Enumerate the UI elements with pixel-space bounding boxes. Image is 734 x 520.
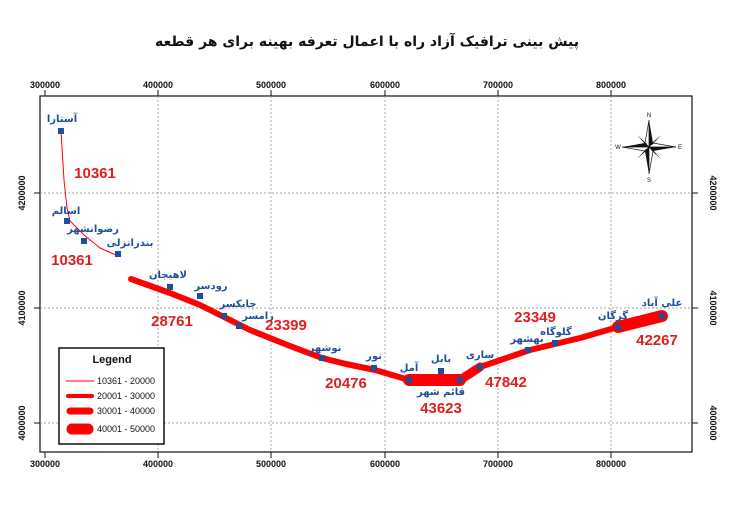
- city-marker: [58, 128, 64, 134]
- city-label: آستارا: [47, 112, 78, 125]
- x-tick-top: 600000: [370, 80, 400, 90]
- traffic-value: 28761: [151, 313, 193, 330]
- city-marker: [477, 364, 483, 370]
- city-marker: [64, 218, 70, 224]
- traffic-value: 23349: [514, 309, 556, 326]
- city-label: نور: [365, 351, 382, 362]
- x-tick-top: 800000: [596, 80, 626, 90]
- y-tick-right: 4000000: [708, 405, 718, 440]
- city-label: ساری: [466, 350, 495, 361]
- legend-item: 20001 - 30000: [97, 391, 155, 401]
- route-segment-thick: [612, 310, 668, 333]
- x-tick-top: 700000: [483, 80, 513, 90]
- compass-rose-icon: N S E W: [615, 113, 682, 184]
- city-markers: [58, 128, 665, 383]
- y-tick-left: 4000000: [17, 405, 27, 440]
- city-label: بهشهر: [509, 334, 543, 345]
- city-label: لاهیجان: [149, 270, 187, 281]
- x-tick-bottom: 800000: [596, 459, 626, 469]
- city-marker: [221, 313, 227, 319]
- city-label: رودسر: [193, 281, 227, 292]
- city-label: بندرانزلی: [107, 238, 154, 249]
- city-marker: [406, 377, 412, 383]
- route-segment-thick: [455, 362, 485, 385]
- x-tick-bottom: 500000: [256, 459, 286, 469]
- city-marker: [167, 284, 173, 290]
- svg-text:E: E: [678, 145, 682, 151]
- svg-text:S: S: [647, 178, 651, 184]
- x-tick-top: 400000: [143, 80, 173, 90]
- x-tick-top: 500000: [256, 80, 286, 90]
- city-label: رضوانشهر: [66, 224, 119, 235]
- route-segment-medium: [128, 276, 233, 323]
- y-tick-left: 4100000: [17, 290, 27, 325]
- city-label: بابل: [431, 354, 451, 365]
- traffic-value: 42267: [636, 332, 678, 349]
- route: [60, 130, 668, 386]
- map-frame: [39, 95, 693, 453]
- traffic-value: 47842: [485, 374, 527, 391]
- route-segment-thin: [60, 130, 71, 222]
- city-marker: [525, 347, 531, 353]
- y-tick-left: 4200000: [17, 175, 27, 210]
- traffic-value: 43623: [420, 400, 462, 417]
- traffic-value: 23399: [265, 317, 307, 334]
- x-tick-top: 300000: [30, 80, 60, 90]
- city-marker: [615, 324, 621, 330]
- city-marker: [552, 340, 558, 346]
- city-marker: [236, 323, 242, 329]
- x-tick-bottom: 700000: [483, 459, 513, 469]
- x-tick-bottom: 600000: [370, 459, 400, 469]
- legend-item: 40001 - 50000: [97, 424, 155, 434]
- traffic-value: 20476: [325, 375, 367, 392]
- city-marker: [81, 238, 87, 244]
- svg-text:W: W: [615, 145, 621, 151]
- city-label: قائم شهر: [416, 387, 465, 398]
- city-marker: [115, 251, 121, 257]
- y-tick-right: 4200000: [708, 175, 718, 210]
- legend: Legend 10361 - 20000 20001 - 30000 30001…: [58, 347, 165, 445]
- route-segment-thin: [69, 220, 119, 257]
- city-marker: [319, 355, 325, 361]
- svg-text:N: N: [647, 113, 651, 119]
- city-marker: [659, 313, 665, 319]
- route-segment-medium: [319, 355, 412, 383]
- x-tick-bottom: 300000: [30, 459, 60, 469]
- y-tick-right: 4100000: [708, 290, 718, 325]
- city-label: علی آباد: [642, 296, 683, 309]
- city-label: گرگان: [598, 309, 628, 322]
- traffic-value: 10361: [51, 252, 93, 269]
- city-label: آمل: [400, 361, 419, 374]
- traffic-value: 10361: [74, 165, 116, 182]
- tick-marks: [34, 90, 698, 458]
- legend-title: Legend: [92, 354, 131, 366]
- city-label: اسالم: [52, 206, 81, 217]
- city-marker: [197, 293, 203, 299]
- city-label: چابکسر: [219, 299, 257, 310]
- city-marker: [438, 368, 444, 374]
- legend-item: 10361 - 20000: [97, 376, 155, 386]
- city-label: رامسر: [241, 311, 274, 322]
- legend-item: 30001 - 40000: [97, 406, 155, 416]
- city-marker: [371, 365, 377, 371]
- city-label: گلوگاه: [540, 325, 572, 338]
- map-title: پیش بینی ترافیک آزاد راه با اعمال تعرفه …: [155, 34, 579, 50]
- city-label: نوشهر: [308, 343, 342, 354]
- x-tick-bottom: 400000: [143, 459, 173, 469]
- city-marker: [457, 377, 463, 383]
